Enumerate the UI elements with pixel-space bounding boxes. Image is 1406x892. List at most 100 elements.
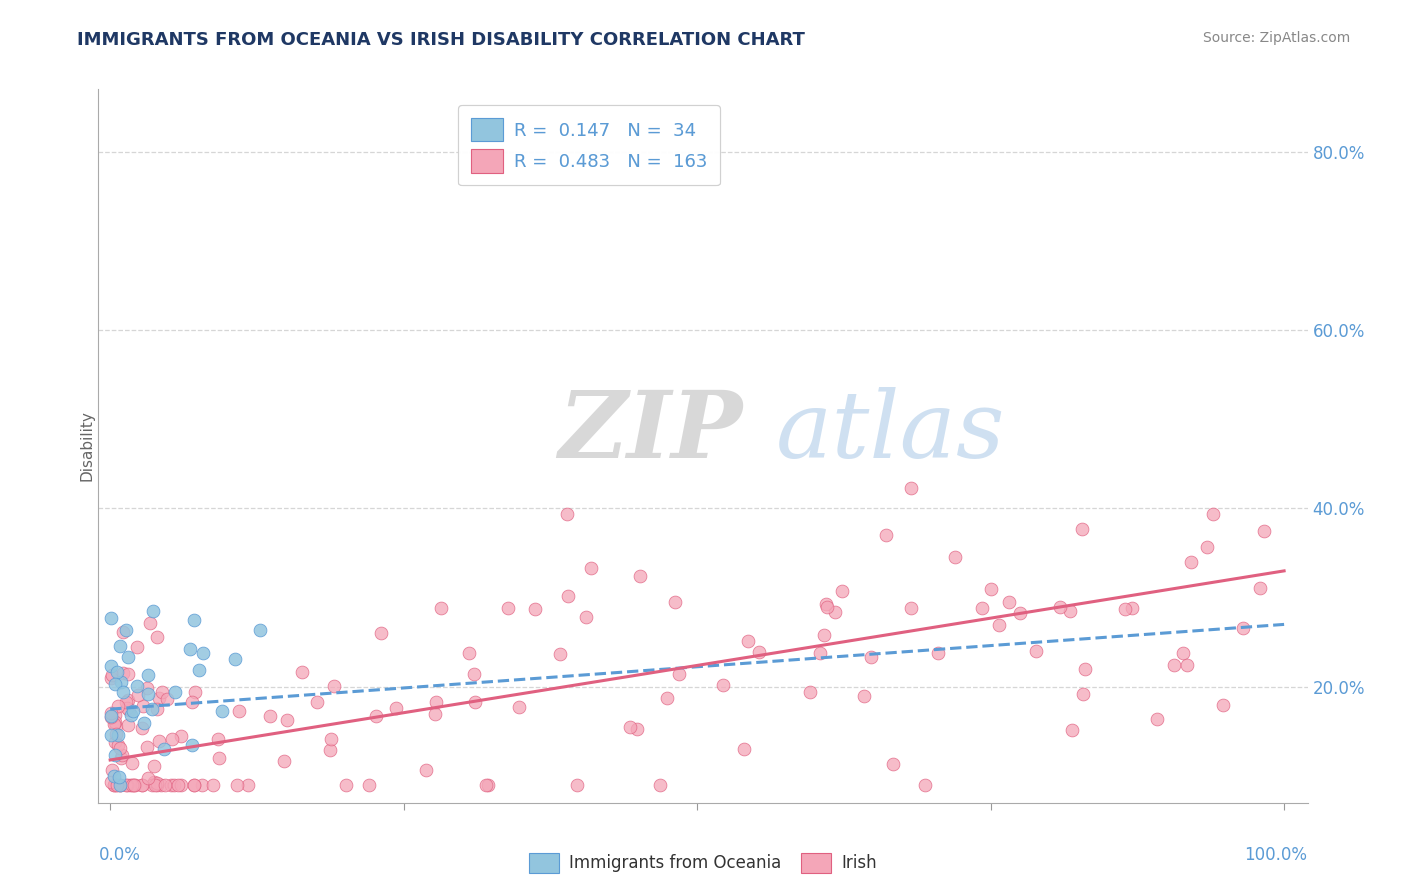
- Point: [188, 663, 211, 677]
- Point: [138, 772, 160, 786]
- Point: [107, 738, 129, 752]
- Point: [475, 778, 498, 792]
- Point: [997, 595, 1019, 609]
- Point: [100, 708, 122, 723]
- Point: [425, 695, 447, 709]
- Point: [477, 778, 499, 792]
- Point: [146, 630, 169, 644]
- Point: [110, 675, 132, 690]
- Point: [1249, 581, 1271, 595]
- Point: [225, 778, 247, 792]
- Point: [118, 703, 141, 717]
- Text: atlas: atlas: [776, 387, 1005, 476]
- Point: [972, 600, 994, 615]
- Point: [104, 708, 127, 723]
- Point: [943, 549, 966, 564]
- Point: [115, 778, 138, 792]
- Point: [1175, 658, 1198, 673]
- Point: [579, 560, 602, 574]
- Point: [236, 778, 259, 792]
- Point: [900, 600, 922, 615]
- Point: [183, 613, 205, 627]
- Point: [668, 667, 690, 681]
- Point: [141, 778, 163, 792]
- Point: [132, 699, 155, 714]
- Point: [357, 778, 380, 792]
- Point: [249, 624, 271, 638]
- Point: [1121, 600, 1143, 615]
- Point: [191, 778, 214, 792]
- Point: [184, 685, 207, 699]
- Point: [141, 702, 163, 716]
- Point: [815, 597, 838, 611]
- Point: [259, 709, 281, 723]
- Point: [132, 715, 155, 730]
- Point: [143, 758, 166, 772]
- Point: [201, 778, 224, 792]
- Point: [103, 778, 125, 792]
- Point: [136, 740, 159, 755]
- Point: [207, 751, 229, 765]
- Point: [319, 731, 342, 746]
- Point: [307, 695, 329, 709]
- Point: [131, 778, 153, 792]
- Point: [124, 778, 146, 792]
- Point: [104, 715, 127, 730]
- Point: [146, 776, 169, 790]
- Point: [648, 778, 671, 792]
- Point: [733, 742, 755, 756]
- Point: [207, 732, 229, 747]
- Text: 0.0%: 0.0%: [98, 846, 141, 863]
- Point: [276, 713, 298, 727]
- Point: [138, 687, 160, 701]
- Point: [104, 778, 127, 792]
- Point: [711, 678, 734, 692]
- Point: [104, 677, 127, 691]
- Point: [136, 681, 159, 695]
- Text: IMMIGRANTS FROM OCEANIA VS IRISH DISABILITY CORRELATION CHART: IMMIGRANTS FROM OCEANIA VS IRISH DISABIL…: [77, 31, 806, 49]
- Point: [149, 778, 172, 792]
- Point: [115, 778, 138, 792]
- Point: [122, 778, 145, 792]
- Point: [882, 757, 904, 772]
- Point: [1232, 621, 1254, 635]
- Point: [429, 601, 451, 615]
- Point: [148, 691, 170, 706]
- Point: [103, 748, 125, 763]
- Point: [498, 601, 520, 615]
- Point: [111, 747, 134, 762]
- Point: [131, 721, 153, 735]
- Point: [914, 778, 936, 792]
- Point: [1071, 687, 1094, 701]
- Point: [180, 738, 202, 752]
- Point: [121, 708, 143, 723]
- Point: [224, 652, 246, 666]
- Point: [100, 728, 122, 742]
- Point: [108, 778, 131, 792]
- Point: [105, 778, 128, 792]
- Point: [748, 645, 770, 659]
- Point: [900, 481, 922, 495]
- Point: [136, 668, 159, 682]
- Point: [831, 584, 853, 599]
- Point: [457, 646, 479, 660]
- Point: [127, 679, 149, 693]
- Point: [115, 695, 138, 709]
- Point: [108, 639, 131, 653]
- Point: [987, 618, 1010, 632]
- Point: [100, 671, 122, 685]
- Point: [101, 763, 124, 777]
- Point: [117, 650, 139, 665]
- Point: [737, 633, 759, 648]
- Point: [110, 751, 132, 765]
- Point: [179, 642, 201, 657]
- Point: [169, 729, 191, 743]
- Point: [799, 685, 821, 699]
- Point: [183, 778, 205, 792]
- Point: [107, 770, 129, 784]
- Point: [548, 647, 571, 661]
- Point: [366, 708, 388, 723]
- Point: [104, 727, 127, 741]
- Point: [117, 693, 139, 707]
- Point: [628, 569, 651, 583]
